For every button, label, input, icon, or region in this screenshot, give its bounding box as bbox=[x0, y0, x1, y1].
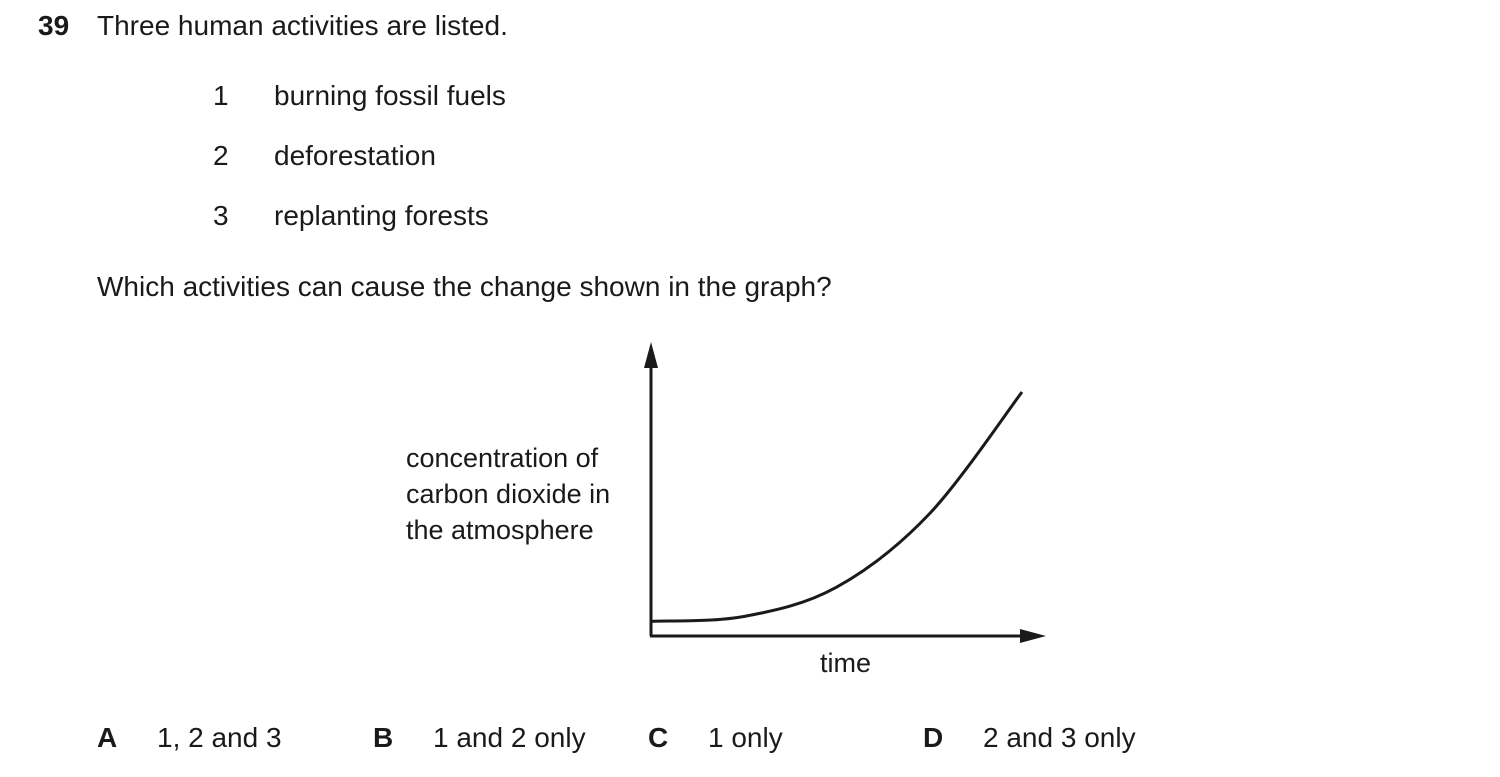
option-b-letter[interactable]: B bbox=[373, 722, 394, 753]
option-d-text[interactable]: 2 and 3 only bbox=[983, 722, 1136, 753]
option-c-text[interactable]: 1 only bbox=[708, 722, 783, 753]
question-stem: Three human activities are listed. bbox=[97, 10, 508, 41]
y-axis-label: concentration of carbon dioxide in the a… bbox=[406, 443, 611, 545]
question-prompt: Which activities can cause the change sh… bbox=[97, 271, 832, 302]
option-b-text[interactable]: 1 and 2 only bbox=[433, 722, 586, 753]
option-a-letter[interactable]: A bbox=[97, 722, 118, 753]
activity-text: burning fossil fuels bbox=[274, 80, 506, 111]
option-d-letter[interactable]: D bbox=[923, 722, 944, 753]
activity-text: replanting forests bbox=[274, 200, 489, 231]
y-axis-arrowhead bbox=[644, 342, 658, 368]
activity-text: deforestation bbox=[274, 140, 436, 171]
activity-number: 2 bbox=[213, 140, 229, 171]
x-axis-arrowhead bbox=[1020, 629, 1046, 643]
co2-curve bbox=[650, 391, 1024, 623]
x-axis-label: time bbox=[820, 648, 872, 678]
option-c-letter[interactable]: C bbox=[648, 722, 669, 753]
option-a-text[interactable]: 1, 2 and 3 bbox=[157, 722, 282, 753]
activity-number: 1 bbox=[213, 80, 229, 111]
activity-number: 3 bbox=[213, 200, 229, 231]
question-number: 39 bbox=[38, 10, 70, 41]
